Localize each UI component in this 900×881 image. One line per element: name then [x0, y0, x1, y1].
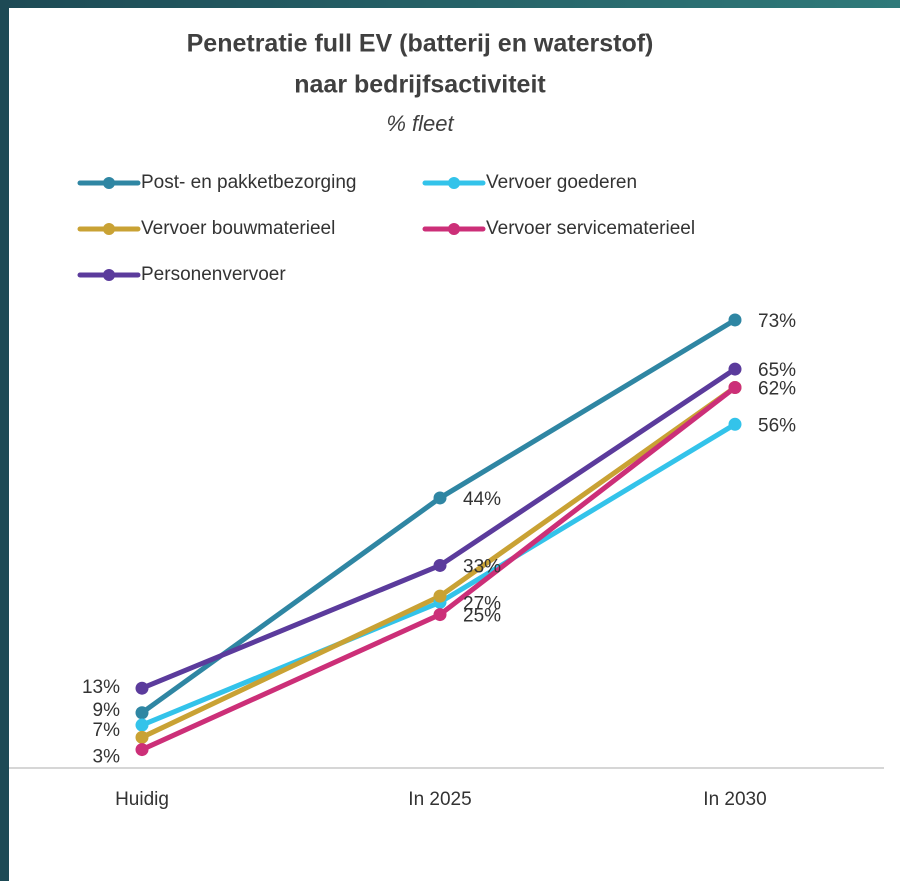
data-label: 44%: [463, 489, 501, 510]
data-label: 27%: [463, 593, 501, 614]
legend-marker: [448, 223, 460, 235]
data-label: 73%: [758, 311, 796, 332]
x-tick-label: In 2025: [408, 789, 471, 810]
chart-subtitle: % fleet: [386, 111, 454, 136]
legend-label: Vervoer servicematerieel: [486, 218, 695, 239]
x-tick-label: In 2030: [703, 789, 766, 810]
data-point: [433, 608, 447, 622]
data-label: 3%: [93, 747, 121, 768]
series-line: [141, 366, 737, 691]
data-label: 25%: [463, 606, 501, 627]
left-border: [0, 0, 9, 881]
data-label: 9%: [93, 700, 121, 721]
legend-marker: [103, 177, 115, 189]
chart-title: Penetratie full EV (batterij en watersto…: [187, 30, 654, 58]
data-point: [135, 706, 149, 720]
data-point: [135, 718, 149, 732]
legend-marker: [103, 269, 115, 281]
data-point: [728, 362, 742, 376]
data-point: [433, 558, 447, 572]
data-label: 7%: [93, 720, 121, 741]
data-label: 56%: [758, 415, 796, 436]
legend-label: Vervoer goederen: [486, 172, 637, 193]
data-label: 65%: [758, 360, 796, 381]
legend-marker: [448, 177, 460, 189]
legend-label: Vervoer bouwmaterieel: [141, 218, 335, 239]
data-point: [728, 380, 742, 394]
data-point: [728, 417, 742, 431]
chart-title: naar bedrijfsactiviteit: [294, 71, 546, 99]
data-point: [433, 491, 447, 505]
data-label: 33%: [463, 556, 501, 577]
data-label: 13%: [82, 677, 120, 698]
series-line: [141, 422, 737, 728]
data-point: [135, 743, 149, 757]
legend-label: Personenvervoer: [141, 264, 286, 285]
data-point: [135, 681, 149, 695]
data-point: [135, 730, 149, 744]
legend-label: Post- en pakketbezorging: [141, 172, 356, 193]
data-point: [433, 589, 447, 603]
x-tick-label: Huidig: [115, 789, 169, 810]
top-border: [0, 0, 900, 8]
legend-marker: [103, 223, 115, 235]
data-point: [728, 313, 742, 327]
data-label: 62%: [758, 378, 796, 399]
